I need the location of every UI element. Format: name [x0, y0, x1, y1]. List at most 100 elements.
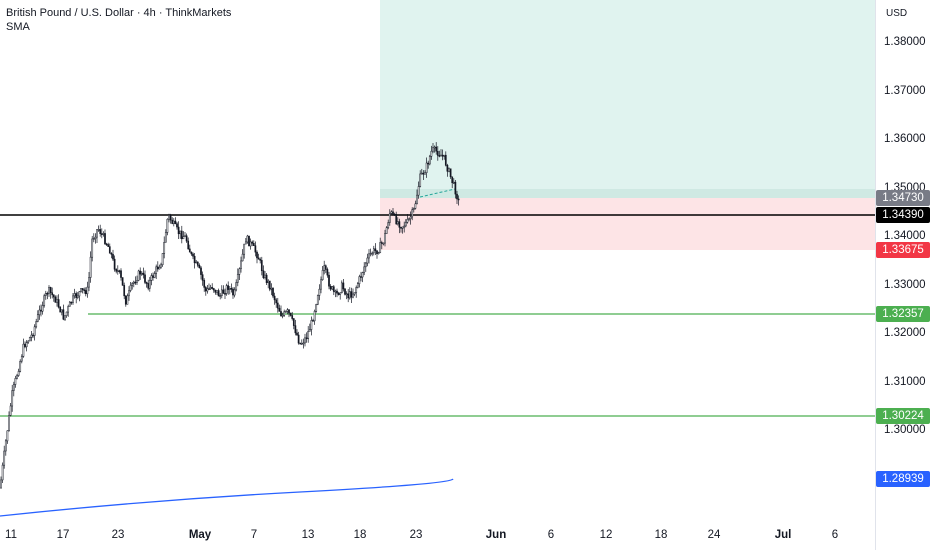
candle-body [366, 257, 369, 264]
candle-body [136, 280, 138, 283]
candle-body [336, 290, 338, 294]
candle-body [52, 294, 55, 298]
candle-body [201, 274, 204, 281]
candle-body [129, 284, 132, 291]
stop-loss-badge: 1.33675 [876, 242, 930, 258]
candle-body [433, 146, 436, 149]
candle-body [326, 269, 329, 276]
candle-body [276, 302, 279, 309]
candle-body [248, 235, 250, 247]
candle-body [217, 290, 220, 297]
time-tick-label: 18 [654, 529, 668, 541]
symbol-title[interactable]: British Pound / U.S. Dollar · 4h · Think… [6, 7, 232, 19]
candle-body [97, 229, 100, 231]
candle-body [262, 270, 265, 278]
candle-body [244, 241, 247, 245]
candle-body [222, 289, 225, 294]
candle-body [432, 147, 434, 152]
candle-body [148, 280, 151, 289]
candle-body [441, 154, 444, 157]
candle-body [132, 281, 135, 284]
candle-body [91, 238, 94, 258]
candle-body [305, 337, 308, 340]
candle-body [219, 295, 222, 297]
candle-body [30, 334, 33, 338]
candle-body [425, 162, 428, 173]
candle-body [59, 306, 62, 313]
price-tick-label: 1.32000 [884, 327, 926, 339]
candle-body [408, 218, 410, 221]
candle-body [115, 269, 118, 272]
candle-body [48, 287, 50, 294]
candle-body [211, 287, 214, 289]
candle-body [112, 254, 114, 260]
candle-body [49, 287, 52, 294]
candle-body [126, 295, 129, 305]
candle-body [43, 295, 46, 306]
candle-body [352, 293, 354, 298]
candle-body [339, 292, 342, 295]
candle-body [78, 291, 81, 297]
candle-body [406, 218, 409, 223]
price-tick-label: 1.30000 [884, 424, 926, 436]
candle-body [452, 181, 455, 184]
candle-body [228, 288, 231, 290]
indicator-label[interactable]: SMA [6, 21, 30, 33]
candle-body [457, 198, 460, 201]
candle-body [387, 222, 390, 229]
candle-body [84, 290, 87, 295]
candle-body [377, 252, 380, 255]
candle-body [238, 268, 241, 275]
candle-body [107, 244, 110, 247]
candle-body [419, 173, 422, 187]
candle-body [12, 384, 15, 391]
candle-body [401, 226, 404, 229]
candle-body [438, 155, 441, 157]
candle-body [249, 241, 252, 247]
candle-body [102, 233, 105, 235]
candle-body [347, 293, 350, 299]
candle-body [340, 282, 343, 294]
candle-body [166, 218, 169, 233]
candle-body [190, 251, 193, 255]
candle-body [92, 238, 95, 240]
candle-body [344, 288, 346, 295]
candle-body [297, 334, 300, 344]
time-tick-label: 13 [301, 529, 315, 541]
candle-body [385, 227, 388, 234]
candle-body [299, 342, 302, 345]
candle-body [121, 277, 124, 286]
candle-body [184, 235, 186, 237]
candle-body [243, 243, 246, 255]
candle-body [144, 274, 146, 283]
candle-body [20, 356, 23, 362]
candle-body [196, 261, 199, 266]
time-tick-label: May [188, 529, 212, 541]
candle-body [11, 390, 14, 407]
candle-body [17, 371, 20, 376]
candle-body [104, 233, 106, 245]
candle-body [310, 320, 313, 330]
candle-body [212, 288, 215, 291]
candle-body [99, 229, 102, 234]
candle-body [348, 291, 351, 299]
candle-body [60, 309, 63, 313]
candle-body [257, 257, 260, 260]
candle-body [284, 311, 287, 313]
candle-body [252, 243, 255, 246]
candle-body [14, 378, 17, 385]
candle-body [41, 305, 44, 312]
candle-body [209, 287, 212, 289]
time-tick-label: 24 [707, 529, 721, 541]
candle-body [44, 292, 47, 296]
candle-body [40, 309, 42, 312]
candle-body [65, 311, 68, 316]
currency-label[interactable]: USD [886, 8, 908, 19]
price-tick-label: 1.38000 [884, 36, 926, 48]
candle-body [81, 288, 84, 291]
candle-body [200, 267, 202, 275]
time-tick-label: 7 [250, 529, 258, 541]
candle-body [118, 270, 121, 272]
